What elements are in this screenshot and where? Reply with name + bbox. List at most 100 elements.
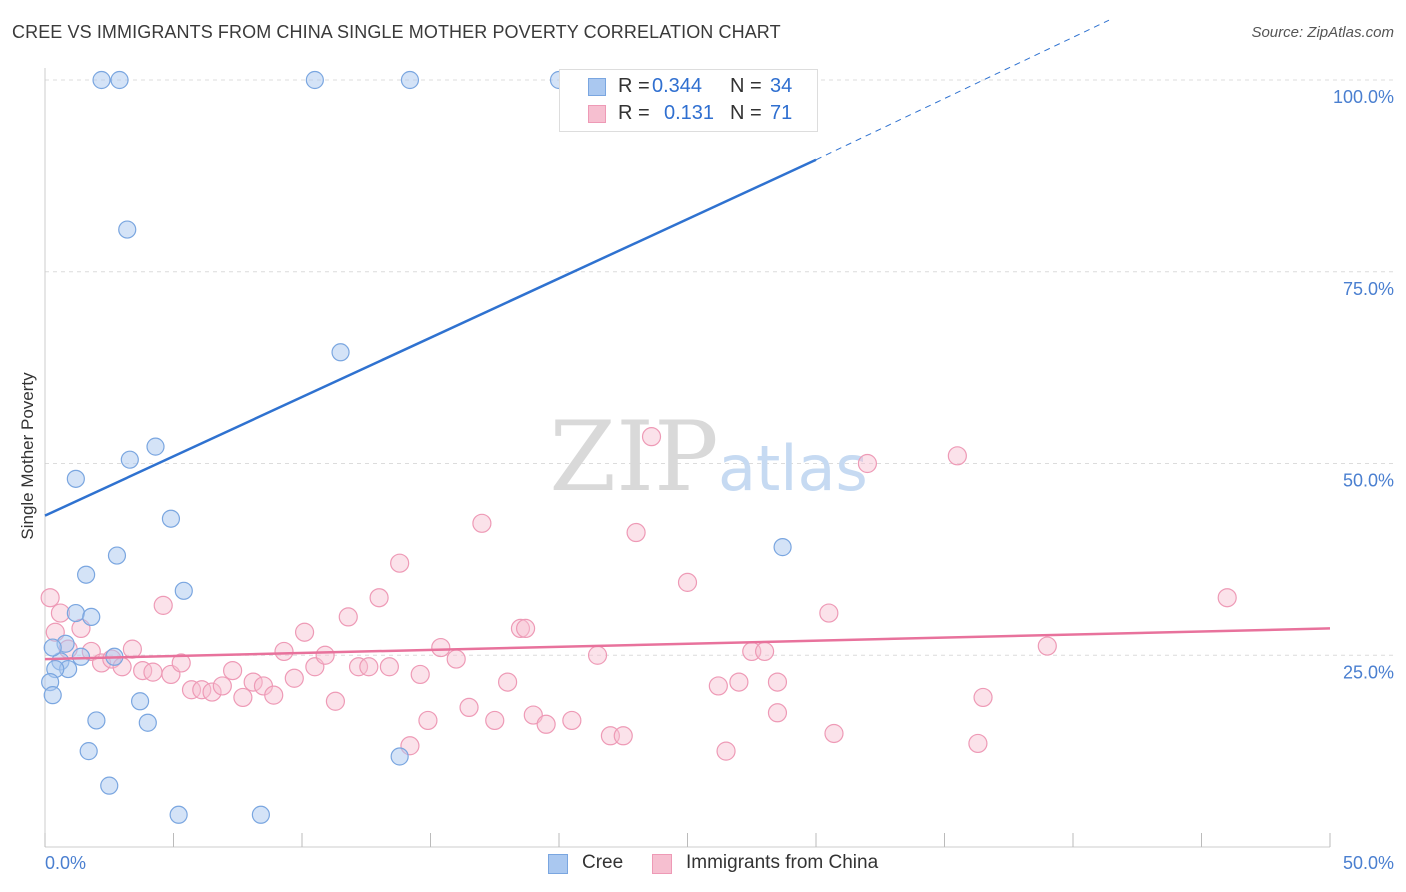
china-point [767,672,788,692]
y-tick-label: 100.0% [1333,87,1394,107]
cree-point [100,776,119,795]
tick-labels: 25.0% 50.0% 75.0% 100.0% 0.0% 50.0% [45,87,1394,873]
correlation-legend: R = 0.344 N = 34 R = 0.131 N = 71 [559,69,818,132]
china-point [459,697,479,718]
china-trend-line [44,627,1331,661]
r-value: 0.344 [652,75,703,97]
cree-point [390,747,409,766]
legend-row-china: R = 0.131 N = 71 [560,99,817,129]
n-value: 34 [770,75,793,97]
bottom-legend-cree: Cree [548,851,668,877]
y-tick-label: 25.0% [1343,662,1394,682]
cree-point [82,607,101,627]
china-point [510,618,531,639]
n-label: N = [730,75,762,97]
china-point [202,682,222,702]
cree-point [174,581,193,600]
china-point [390,553,410,573]
china-swatch [588,105,606,123]
cree-point [305,70,324,90]
china-point [677,572,698,592]
china-point [294,622,315,642]
cree-point [773,538,792,557]
china-point [947,446,967,466]
china-point [50,603,71,623]
china-point [819,603,839,623]
cree-legend-swatch [548,854,568,874]
china-point [418,710,438,731]
cree-point [130,692,150,711]
cree-point [110,70,129,90]
china-point [498,672,518,692]
cree-point [79,742,98,761]
china-point [824,723,844,744]
china-point [143,662,163,682]
legend-row-cree: R = 0.344 N = 34 [560,72,817,102]
china-point [446,649,466,669]
china-points [40,427,1237,761]
china-point [243,672,263,692]
chart-source: Source: ZipAtlas.com [1251,24,1394,41]
china-point [767,703,788,723]
china-point [641,427,662,447]
china-point [472,513,492,533]
cree-point [161,509,181,528]
y-axis-label: Single Mother Poverty [18,372,37,540]
cree-point [251,805,270,824]
china-point [122,639,142,659]
china-point [315,645,335,665]
r-value: 0.131 [664,102,715,124]
cree-swatch [588,78,606,96]
cree-point [43,686,62,705]
cree-point [66,469,85,488]
china-point [729,672,749,692]
cree-point [43,638,62,657]
china-point [613,726,633,746]
cree-point [118,220,137,239]
chart-title: CREE VS IMMIGRANTS FROM CHINA SINGLE MOT… [12,22,781,42]
china-point [264,685,284,705]
china-point [40,588,60,608]
china-point [968,733,988,754]
cree-point [71,647,91,666]
watermark-atlas: atlas [718,432,868,505]
china-point [133,660,153,681]
r-label: R = [618,102,650,124]
y-tick-label: 75.0% [1343,279,1394,299]
cree-point [107,546,127,565]
china-point [857,453,878,474]
cree-point [92,70,111,90]
cree-point [87,711,106,730]
china-point [410,664,430,685]
china-point [754,641,775,662]
china-point [181,680,202,700]
china-point [716,741,736,761]
china-point [562,710,582,731]
cree-point [66,603,85,623]
china-point [973,687,993,708]
cree-legend-label: Cree [582,852,624,873]
china-point [284,668,304,688]
cree-point [331,343,350,362]
axes [44,68,1331,848]
cree-point [120,450,139,469]
china-point [338,607,358,627]
trend-lines [44,19,1331,661]
china-point [359,657,379,677]
n-value: 71 [770,102,793,124]
china-legend-label: Immigrants from China [686,852,879,873]
china-point [1037,636,1057,656]
china-point [233,687,253,708]
cree-trend-extension [815,19,1110,161]
cree-point [146,437,165,456]
china-point [515,618,536,639]
watermark-zip: ZIP [549,401,718,513]
china-point [171,653,191,673]
grid-lines [45,79,1395,656]
cree-points [41,70,792,824]
y-tick-label: 50.0% [1343,471,1394,491]
cree-point [169,805,188,824]
china-point [274,641,294,662]
china-point [369,588,389,608]
n-label: N = [730,102,762,124]
